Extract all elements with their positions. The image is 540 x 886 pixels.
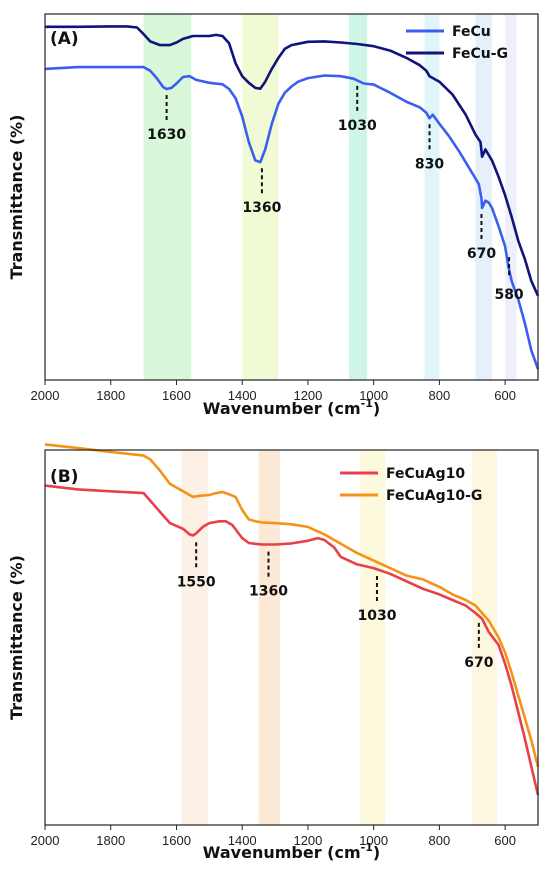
annotation-label: 1360 — [249, 584, 288, 600]
annotation-label: 670 — [464, 655, 493, 671]
x-tick-label: 800 — [429, 833, 451, 848]
plot-frame — [44, 13, 539, 381]
plot-frame — [44, 449, 539, 826]
annotation-label: 580 — [494, 287, 523, 303]
annotation-label: 830 — [415, 156, 444, 172]
chart-panel-b: 2000 1800 1600 1400 1200 1000 800 600 Wavenumber… — [7, 443, 540, 862]
x-tick-label: 600 — [494, 388, 516, 403]
annotation-label: 1030 — [338, 118, 377, 134]
panel-label: (B) — [50, 467, 79, 487]
x-tick-label: 2000 — [31, 833, 60, 848]
series-line-fecuag10-g — [44, 443, 540, 768]
highlight-band — [360, 450, 386, 825]
highlight-band — [143, 14, 192, 380]
annotation-label: 1360 — [242, 200, 281, 216]
x-tick-label: 1400 — [228, 833, 257, 848]
x-axis-title: Wavenumber (cm-1) — [203, 397, 380, 418]
series-line-fecu — [44, 65, 540, 370]
highlight-band — [424, 14, 440, 380]
x-tick-label: 1400 — [228, 388, 257, 403]
series-line-fecuag10 — [44, 484, 540, 796]
highlight-band — [505, 14, 517, 380]
annotation-label: 1030 — [357, 608, 396, 624]
x-tick-label: 1000 — [359, 833, 388, 848]
x-axis-title: Wavenumber (cm-1) — [203, 841, 380, 862]
legend-label: FeCuAg10 — [386, 466, 465, 482]
chart-panel-a: 2000 1800 1600 1400 1200 1000 800 600 Wavenumber… — [7, 13, 540, 418]
x-tick-label: 1800 — [96, 833, 125, 848]
x-tick-label: 1200 — [293, 833, 322, 848]
highlight-band — [181, 450, 208, 825]
x-tick-label: 800 — [429, 388, 451, 403]
x-tick-label: 2000 — [31, 388, 60, 403]
annotation-label: 670 — [467, 246, 496, 262]
legend-label: FeCuAg10-G — [386, 488, 482, 504]
legend-label: FeCu — [452, 24, 491, 40]
highlight-band — [258, 450, 280, 825]
highlight-band — [349, 14, 368, 380]
x-tick-label: 600 — [494, 833, 516, 848]
legend-label: FeCu-G — [452, 46, 508, 62]
highlight-band — [242, 14, 279, 380]
annotation-label: 1550 — [177, 574, 216, 590]
x-tick-label: 1600 — [162, 833, 191, 848]
series-line-fecu-g — [45, 25, 540, 297]
y-axis-title: Transmittance (%) — [7, 555, 26, 720]
y-axis-title: Transmittance (%) — [7, 115, 26, 280]
x-tick-label: 1600 — [162, 388, 191, 403]
x-tick-label: 1000 — [359, 388, 388, 403]
highlight-band — [475, 14, 492, 380]
x-tick-label: 1200 — [293, 388, 322, 403]
annotation-label: 1630 — [147, 127, 186, 143]
x-tick-label: 1800 — [96, 388, 125, 403]
panel-label: (A) — [50, 29, 79, 49]
